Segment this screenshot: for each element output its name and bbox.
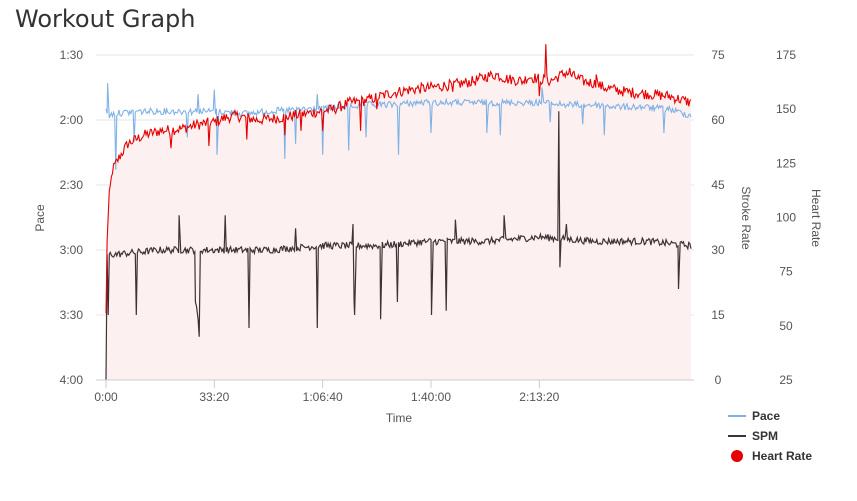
- pace-tick-label: 2:30: [60, 178, 84, 192]
- pace-tick-label: 3:30: [60, 308, 84, 322]
- heart-rate-area-layer: [106, 44, 691, 380]
- legend: Pace SPM Heart Rate: [728, 406, 812, 466]
- stroke-rate-tick-label: 0: [715, 373, 722, 387]
- spm-series-line: [105, 111, 692, 381]
- pace-swatch: [728, 415, 746, 417]
- heart-rate-axis-title: Heart Rate: [809, 189, 823, 247]
- stroke-rate-axis-title: Stroke Rate: [739, 186, 753, 250]
- stroke-rate-tick-label: 60: [711, 113, 725, 127]
- heart-rate-swatch: [731, 450, 743, 462]
- heart-rate-tick-label: 25: [779, 373, 793, 387]
- stroke-rate-tick-label: 75: [711, 48, 725, 62]
- time-axis-title: Time: [386, 411, 413, 425]
- legend-item-spm[interactable]: SPM: [728, 426, 812, 446]
- series-layer: [105, 44, 692, 381]
- pace-tick-label: 4:00: [60, 373, 84, 387]
- spm-swatch: [728, 435, 746, 437]
- x-tick-label: 1:40:00: [411, 390, 451, 404]
- legend-item-pace[interactable]: Pace: [728, 406, 812, 426]
- heart-rate-tick-label: 125: [776, 156, 796, 170]
- heart-rate-tick-label: 150: [776, 102, 796, 116]
- heart-rate-tick-label: 50: [779, 319, 793, 333]
- pace-tick-label: 2:00: [60, 113, 84, 127]
- legend-label-pace: Pace: [752, 409, 781, 423]
- legend-label-spm: SPM: [752, 429, 779, 443]
- pace-series-line: [105, 83, 692, 170]
- heart-rate-tick-label: 100: [776, 211, 796, 225]
- pace-tick-label: 3:00: [60, 243, 84, 257]
- x-tick-label: 0:00: [94, 390, 118, 404]
- heart-rate-area: [106, 44, 691, 380]
- pace-tick-label: 1:30: [60, 48, 84, 62]
- x-tick-label: 2:13:20: [519, 390, 559, 404]
- axis-layer: 1:302:002:303:003:304:007560453015017515…: [60, 48, 797, 404]
- stroke-rate-tick-label: 45: [711, 178, 725, 192]
- page-title: Workout Graph: [15, 5, 196, 33]
- heart-rate-tick-label: 175: [776, 48, 796, 62]
- stroke-rate-tick-label: 30: [711, 243, 725, 257]
- pace-axis-title: Pace: [33, 204, 47, 232]
- x-tick-label: 33:20: [199, 390, 229, 404]
- legend-item-heart-rate[interactable]: Heart Rate: [728, 446, 812, 466]
- legend-label-heart-rate: Heart Rate: [752, 449, 813, 463]
- heart-rate-tick-label: 75: [779, 265, 793, 279]
- x-tick-label: 1:06:40: [303, 390, 343, 404]
- stroke-rate-tick-label: 15: [711, 308, 725, 322]
- heart-rate-series-line: [105, 44, 692, 314]
